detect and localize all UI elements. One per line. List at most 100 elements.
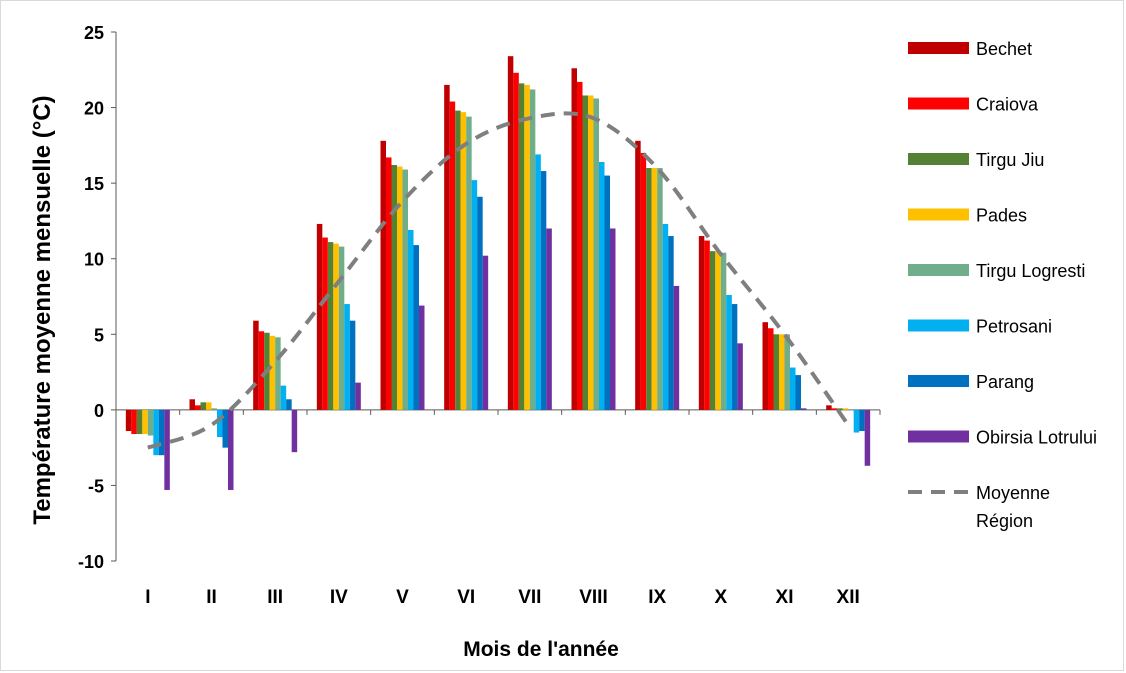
bar bbox=[651, 168, 658, 410]
bar bbox=[269, 335, 276, 410]
legend-swatch bbox=[908, 42, 969, 54]
bar bbox=[125, 409, 132, 432]
bar bbox=[444, 84, 450, 410]
bar bbox=[195, 405, 201, 410]
bar bbox=[831, 408, 838, 410]
bar bbox=[853, 409, 860, 433]
bar bbox=[471, 180, 478, 410]
bar bbox=[720, 252, 727, 410]
legend-label: Petrosani bbox=[976, 317, 1052, 337]
bar bbox=[322, 237, 328, 410]
bar bbox=[726, 294, 732, 410]
bar bbox=[704, 240, 710, 410]
y-tick-label: 10 bbox=[84, 250, 104, 270]
bar bbox=[280, 385, 287, 410]
bar bbox=[604, 175, 610, 410]
bar bbox=[859, 409, 865, 432]
bar bbox=[466, 116, 472, 410]
bar bbox=[413, 245, 419, 410]
bar bbox=[773, 334, 779, 410]
bar bbox=[577, 81, 583, 410]
bar bbox=[482, 255, 489, 410]
x-tick-label: VI bbox=[457, 587, 475, 608]
bar bbox=[253, 320, 259, 410]
bar bbox=[662, 223, 669, 410]
bar bbox=[698, 236, 705, 410]
y-axis-title: Température moyenne mensuelle (°C) bbox=[29, 95, 56, 524]
bar bbox=[715, 251, 721, 410]
legend-label: Tirgu Jiu bbox=[976, 150, 1044, 170]
legend: Bechet Craiova Tirgu Jiu Pades Tirgu Logrest… bbox=[908, 39, 1097, 531]
legend-swatch bbox=[908, 208, 969, 221]
bar bbox=[217, 409, 223, 438]
legend-swatch bbox=[908, 375, 969, 387]
y-tick-label: 5 bbox=[94, 325, 104, 345]
bar bbox=[599, 161, 605, 410]
bar bbox=[206, 402, 212, 410]
legend-label: Moyenne Région bbox=[976, 483, 1050, 531]
trend-series-line bbox=[147, 111, 850, 450]
bar bbox=[386, 157, 392, 410]
bar bbox=[790, 367, 796, 410]
legend-swatch bbox=[908, 430, 969, 443]
bar bbox=[646, 168, 652, 410]
bar bbox=[408, 230, 414, 410]
bar bbox=[582, 95, 588, 410]
bar bbox=[779, 334, 785, 410]
x-tick-label: XI bbox=[776, 587, 794, 608]
bar bbox=[455, 110, 461, 410]
x-axis-title: Mois de l'année bbox=[463, 638, 619, 661]
bar bbox=[222, 409, 228, 448]
x-tick-label: XII bbox=[837, 587, 860, 608]
bars bbox=[125, 56, 871, 490]
bar bbox=[349, 320, 356, 410]
bar bbox=[571, 68, 577, 410]
y-tick-label: -10 bbox=[78, 552, 104, 572]
bar bbox=[784, 334, 790, 410]
y-tick-label: -5 bbox=[88, 476, 104, 496]
bar bbox=[200, 402, 206, 410]
bar bbox=[344, 304, 350, 410]
x-tick-label: IX bbox=[648, 587, 666, 608]
bar bbox=[546, 228, 552, 410]
bar bbox=[518, 83, 525, 410]
bar bbox=[327, 242, 334, 410]
bar bbox=[731, 304, 738, 410]
bar bbox=[275, 337, 281, 410]
legend-label: Parang bbox=[976, 372, 1034, 392]
bar bbox=[286, 399, 292, 410]
bar bbox=[837, 408, 843, 410]
bar bbox=[136, 409, 143, 435]
bar bbox=[449, 101, 456, 410]
bar bbox=[402, 169, 408, 410]
legend-label: Pades bbox=[976, 206, 1027, 226]
bar bbox=[864, 409, 871, 466]
y-tick-label: 15 bbox=[84, 174, 104, 194]
bar bbox=[131, 409, 137, 435]
bar bbox=[535, 154, 541, 410]
bar bbox=[529, 89, 536, 410]
bar bbox=[657, 168, 663, 410]
bar bbox=[355, 382, 361, 410]
bar bbox=[477, 196, 483, 410]
y-tick-label: 20 bbox=[84, 99, 104, 119]
bar bbox=[640, 152, 647, 410]
bar bbox=[338, 246, 345, 410]
bar bbox=[419, 305, 425, 410]
legend-label: Bechet bbox=[976, 39, 1032, 59]
bar bbox=[801, 408, 807, 410]
bar bbox=[333, 243, 339, 410]
legend-swatch bbox=[908, 319, 969, 332]
bar bbox=[316, 223, 323, 410]
bar bbox=[768, 328, 774, 410]
legend-swatch bbox=[908, 264, 969, 276]
x-tick-label: III bbox=[267, 587, 283, 608]
x-tick-label: II bbox=[206, 587, 217, 608]
bar bbox=[147, 409, 154, 436]
bar bbox=[593, 98, 599, 410]
bar bbox=[211, 408, 217, 410]
bar bbox=[795, 375, 801, 410]
bar bbox=[673, 285, 680, 410]
